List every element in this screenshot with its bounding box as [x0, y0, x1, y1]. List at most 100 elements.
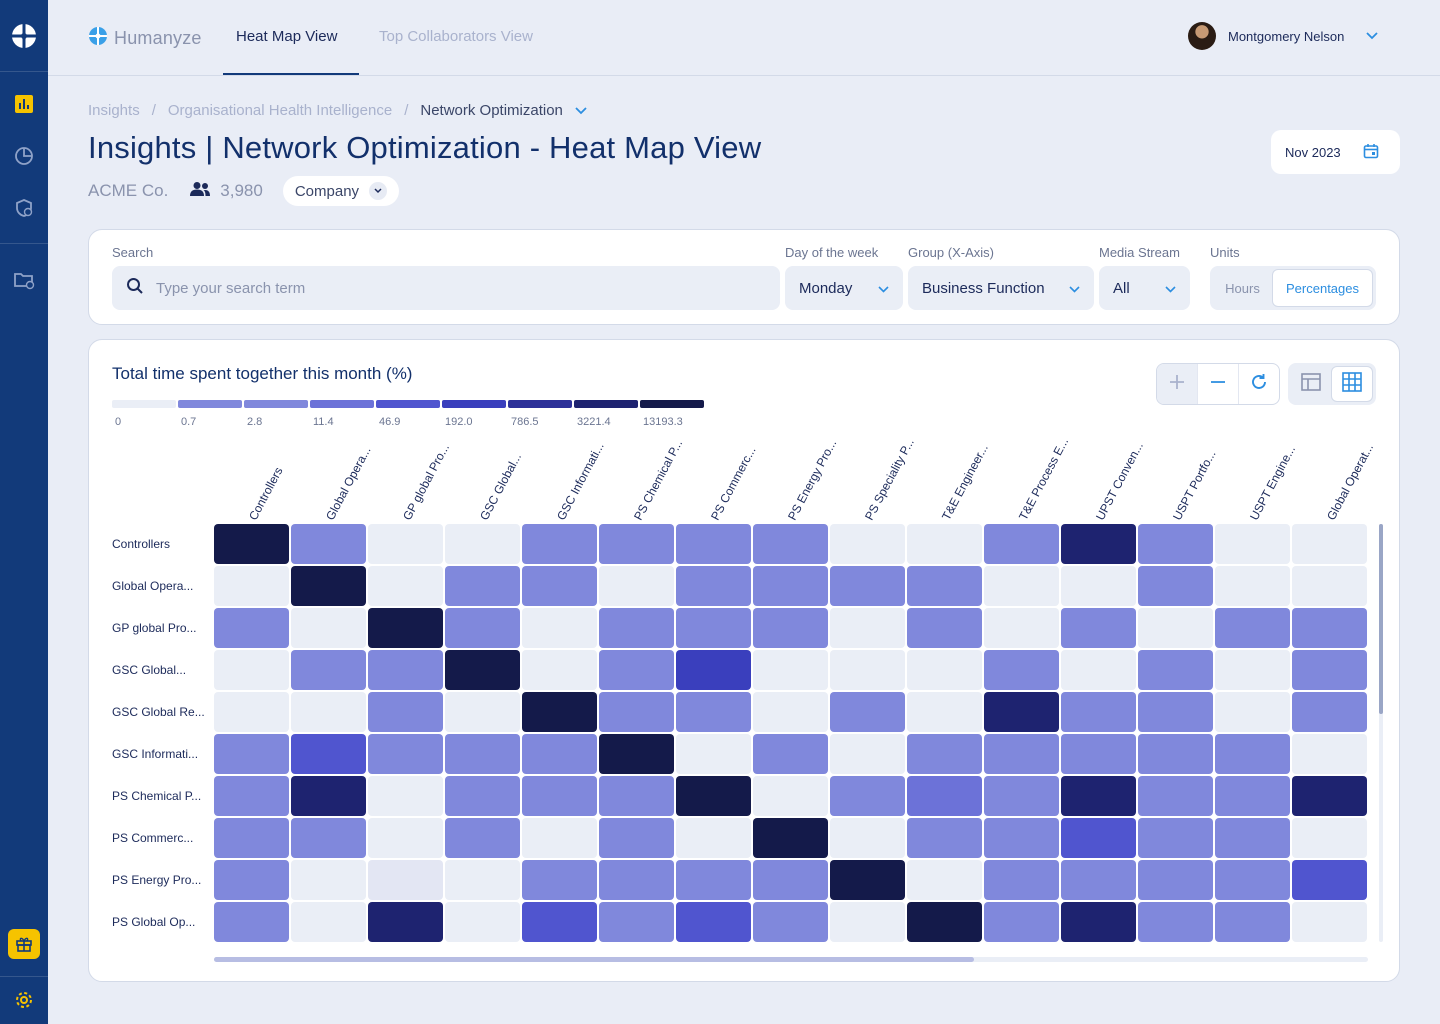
heatmap-cell[interactable] [907, 650, 982, 690]
heatmap-cell[interactable] [753, 692, 828, 732]
heatmap-cell[interactable] [1292, 860, 1367, 900]
heatmap-cell[interactable] [1138, 650, 1213, 690]
brand[interactable]: Humanyze [88, 26, 202, 51]
humanyze-logo-icon[interactable] [10, 22, 38, 50]
grid-view-button[interactable] [1331, 366, 1373, 402]
heatmap-cell[interactable] [214, 524, 289, 564]
heatmap-cell[interactable] [676, 776, 751, 816]
heatmap-cell[interactable] [522, 776, 597, 816]
heatmap-cell[interactable] [907, 692, 982, 732]
heatmap-cell[interactable] [907, 566, 982, 606]
heatmap-cell[interactable] [1215, 524, 1290, 564]
heatmap-cell[interactable] [984, 608, 1059, 648]
heatmap-cell[interactable] [830, 692, 905, 732]
search-field[interactable] [112, 266, 780, 310]
heatmap-cell[interactable] [522, 566, 597, 606]
heatmap-cell[interactable] [1292, 692, 1367, 732]
heatmap-cell[interactable] [291, 776, 366, 816]
heatmap-cell[interactable] [1061, 734, 1136, 774]
heatmap-cell[interactable] [1061, 692, 1136, 732]
heatmap-cell[interactable] [368, 860, 443, 900]
breadcrumb-organisational-health[interactable]: Organisational Health Intelligence [167, 102, 393, 119]
heatmap-cell[interactable] [445, 650, 520, 690]
heatmap-cell[interactable] [830, 734, 905, 774]
heatmap-cell[interactable] [676, 818, 751, 858]
breadcrumb-network-optimization[interactable]: Network Optimization [420, 102, 563, 119]
heatmap-cell[interactable] [1061, 776, 1136, 816]
heatmap-cell[interactable] [214, 818, 289, 858]
heatmap-cell[interactable] [522, 860, 597, 900]
heatmap-cell[interactable] [522, 608, 597, 648]
group-select[interactable]: Business Function [908, 266, 1094, 310]
heatmap-cell[interactable] [214, 734, 289, 774]
heatmap-cell[interactable] [522, 524, 597, 564]
heatmap-cell[interactable] [445, 776, 520, 816]
heatmap-cell[interactable] [291, 524, 366, 564]
heatmap-cell[interactable] [676, 734, 751, 774]
heatmap-cell[interactable] [984, 818, 1059, 858]
heatmap-cell[interactable] [1061, 818, 1136, 858]
heatmap-cell[interactable] [984, 692, 1059, 732]
heatmap-cell[interactable] [676, 608, 751, 648]
heatmap-cell[interactable] [445, 734, 520, 774]
heatmap-cell[interactable] [984, 776, 1059, 816]
heatmap-cell[interactable] [1292, 734, 1367, 774]
heatmap-cell[interactable] [753, 524, 828, 564]
heatmap-cell[interactable] [1138, 692, 1213, 732]
zoom-out-button[interactable] [1198, 364, 1239, 404]
heatmap-cell[interactable] [368, 902, 443, 942]
heatmap-cell[interactable] [1138, 860, 1213, 900]
heatmap-cell[interactable] [599, 524, 674, 564]
heatmap-cell[interactable] [445, 608, 520, 648]
gift-icon[interactable] [8, 929, 40, 959]
heatmap-cell[interactable] [599, 776, 674, 816]
heatmap-cell[interactable] [1138, 608, 1213, 648]
heatmap-cell[interactable] [214, 902, 289, 942]
scope-select[interactable]: Company [282, 176, 400, 206]
heatmap-cell[interactable] [291, 818, 366, 858]
heatmap-cell[interactable] [291, 566, 366, 606]
heatmap-cell[interactable] [984, 524, 1059, 564]
heatmap-cell[interactable] [445, 566, 520, 606]
heatmap-cell[interactable] [1061, 902, 1136, 942]
heatmap-cell[interactable] [753, 650, 828, 690]
heatmap-cell[interactable] [1138, 818, 1213, 858]
heatmap-cell[interactable] [599, 608, 674, 648]
heatmap-cell[interactable] [1215, 566, 1290, 606]
heatmap-cell[interactable] [1292, 818, 1367, 858]
heatmap-cell[interactable] [1061, 650, 1136, 690]
heatmap-cell[interactable] [1215, 734, 1290, 774]
heatmap-cell[interactable] [368, 566, 443, 606]
heatmap-cell[interactable] [1215, 650, 1290, 690]
heatmap-cell[interactable] [753, 818, 828, 858]
heatmap-cell[interactable] [907, 776, 982, 816]
day-of-week-select[interactable]: Monday [785, 266, 903, 310]
units-hours-button[interactable]: Hours [1225, 280, 1260, 296]
heatmap-cell[interactable] [522, 650, 597, 690]
heatmap-cell[interactable] [368, 734, 443, 774]
heatmap-cell[interactable] [291, 860, 366, 900]
table-view-button[interactable] [1291, 366, 1331, 402]
heatmap-cell[interactable] [830, 524, 905, 564]
heatmap-cell[interactable] [368, 776, 443, 816]
heatmap-cell[interactable] [907, 734, 982, 774]
heatmap-cell[interactable] [214, 692, 289, 732]
heatmap-cell[interactable] [1061, 566, 1136, 606]
heatmap-cell[interactable] [753, 776, 828, 816]
heatmap-cell[interactable] [1061, 860, 1136, 900]
heatmap-cell[interactable] [445, 818, 520, 858]
horizontal-scrollbar[interactable] [214, 957, 1368, 962]
heatmap-cell[interactable] [1061, 524, 1136, 564]
heatmap-cell[interactable] [1292, 608, 1367, 648]
heatmap-cell[interactable] [291, 692, 366, 732]
heatmap-cell[interactable] [984, 650, 1059, 690]
units-percentages-button[interactable]: Percentages [1272, 269, 1373, 307]
heatmap-cell[interactable] [1215, 902, 1290, 942]
heatmap-cell[interactable] [522, 902, 597, 942]
heatmap-cell[interactable] [907, 608, 982, 648]
heatmap-cell[interactable] [753, 566, 828, 606]
breadcrumb-insights[interactable]: Insights [88, 102, 140, 119]
heatmap-cell[interactable] [214, 566, 289, 606]
heatmap-cell[interactable] [753, 860, 828, 900]
heatmap-cell[interactable] [291, 902, 366, 942]
